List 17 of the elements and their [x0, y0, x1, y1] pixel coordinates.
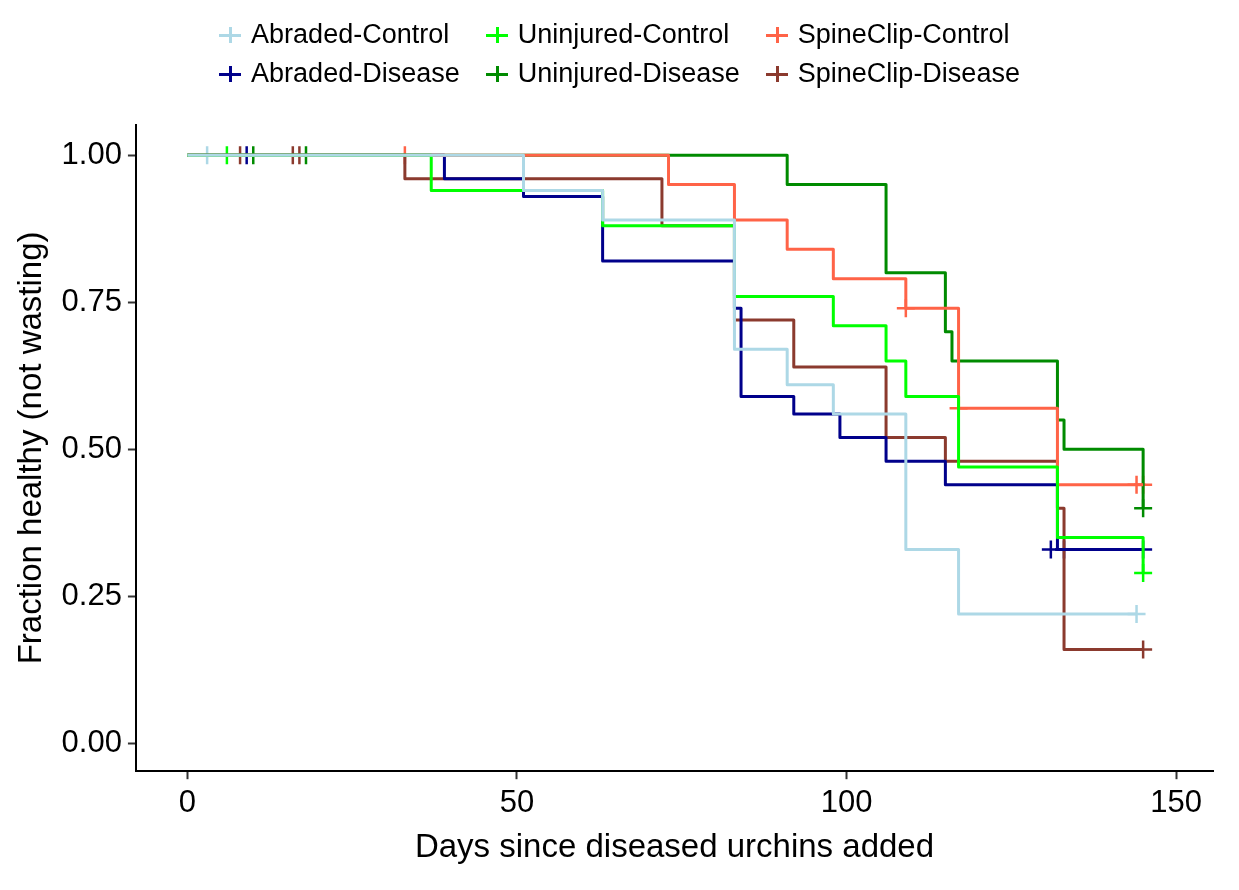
legend-label: Uninjured-Disease [517, 58, 740, 89]
y-axis-title: Fraction healthy (not wasting) [10, 231, 48, 665]
legend-label: Uninjured-Control [517, 19, 730, 50]
legend-label: SpineClip-Control [797, 19, 1010, 50]
y-tick-label: 1.00 [61, 135, 122, 171]
x-tick-label: 100 [820, 784, 873, 820]
legend-label: SpineClip-Disease [797, 58, 1020, 89]
legend-label: Abraded-Disease [251, 58, 460, 89]
x-tick-label: 50 [499, 784, 535, 820]
y-tick-label: 0.25 [61, 577, 122, 613]
x-tick-label: 0 [178, 784, 196, 820]
x-axis-title: Days since diseased urchins added [414, 827, 935, 865]
y-tick-label: 0.75 [61, 282, 122, 318]
y-tick-label: 0.00 [61, 724, 122, 760]
legend-label: Abraded-Control [251, 19, 450, 50]
x-tick-label: 150 [1150, 784, 1202, 820]
y-tick-label: 0.50 [61, 429, 122, 465]
